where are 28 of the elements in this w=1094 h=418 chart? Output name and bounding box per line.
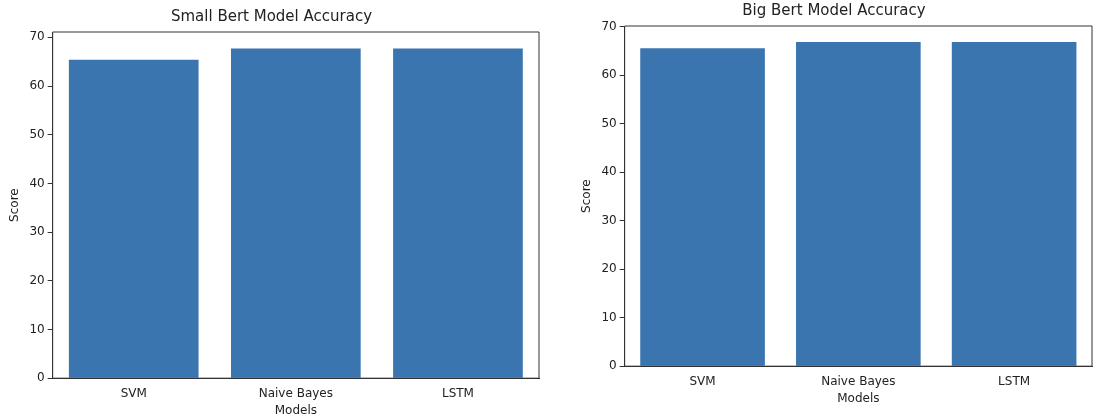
x-axis-title: Models xyxy=(837,390,880,405)
y-tick-label: 10 xyxy=(29,321,45,336)
x-tick-label: LSTM xyxy=(441,385,474,400)
y-tick-label: 20 xyxy=(29,272,45,287)
y-tick-label: 40 xyxy=(29,175,45,190)
x-tick-label: Naive Bayes xyxy=(821,373,896,388)
y-tick-label: 0 xyxy=(37,370,45,385)
chart-title: Big Bert Model Accuracy xyxy=(742,0,926,19)
chart-title: Small Bert Model Accuracy xyxy=(170,6,373,25)
y-tick-label: 70 xyxy=(29,29,45,44)
x-tick-label: Naive Bayes xyxy=(258,385,333,400)
y-tick-label: 30 xyxy=(601,212,617,227)
x-axis-title: Models xyxy=(274,402,317,417)
y-tick-label: 50 xyxy=(29,126,45,141)
y-tick-label: 40 xyxy=(601,164,617,179)
y-tick-label: 70 xyxy=(601,18,617,33)
x-tick-label: SVM xyxy=(689,373,716,388)
y-tick-label: 60 xyxy=(29,78,45,93)
y-tick-label: 20 xyxy=(601,261,617,276)
y-tick-label: 50 xyxy=(601,115,617,130)
x-tick-label: LSTM xyxy=(998,373,1031,388)
x-tick-label: SVM xyxy=(120,385,147,400)
y-axis-title: Score xyxy=(579,179,594,213)
y-tick-label: 30 xyxy=(29,224,45,239)
y-tick-label: 0 xyxy=(609,358,617,373)
y-tick-label: 60 xyxy=(601,67,617,82)
y-tick-label: 10 xyxy=(601,309,617,324)
y-axis-title: Score xyxy=(7,188,22,222)
